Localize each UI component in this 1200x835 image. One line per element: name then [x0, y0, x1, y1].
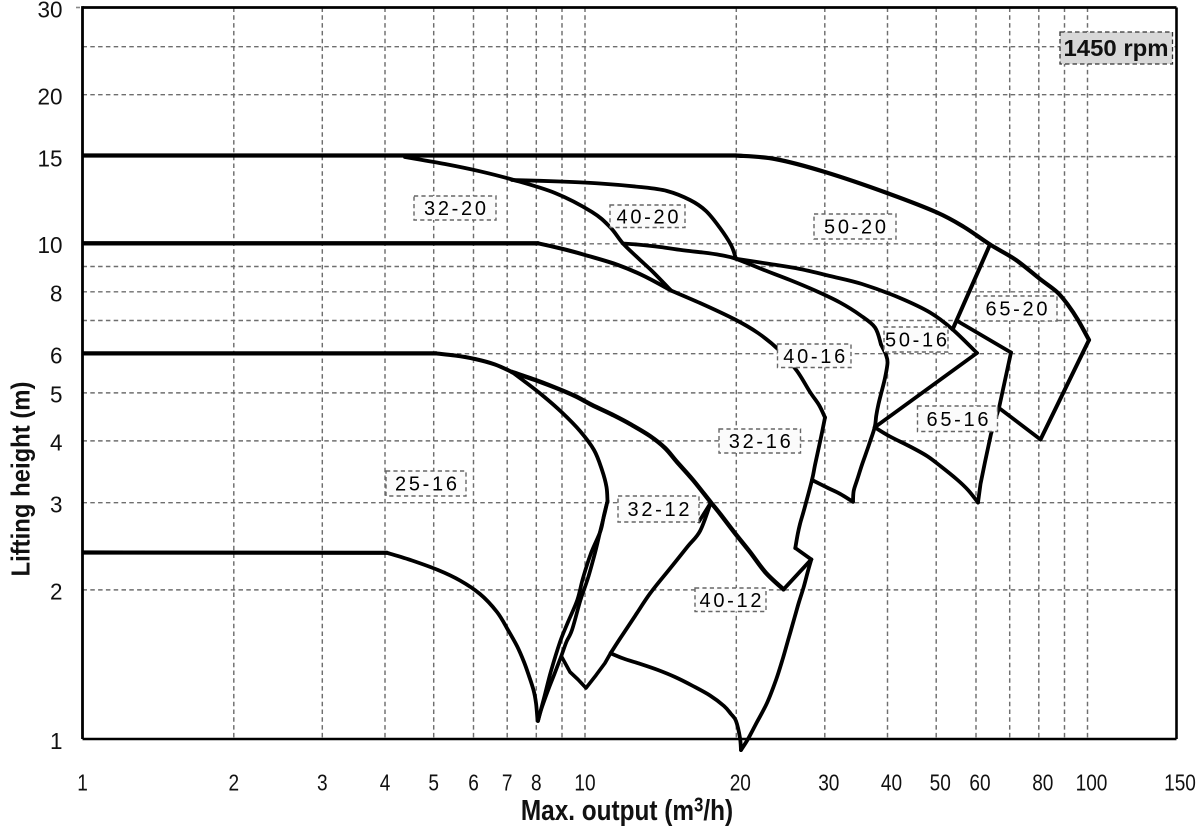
- svg-text:32-20: 32-20: [424, 198, 486, 220]
- svg-text:30: 30: [818, 770, 839, 796]
- svg-text:60: 60: [969, 770, 990, 796]
- svg-text:10: 10: [38, 232, 63, 258]
- svg-text:80: 80: [1032, 770, 1053, 796]
- svg-text:150: 150: [1164, 770, 1196, 796]
- svg-text:Max. output (m3/h): Max. output (m3/h): [521, 793, 733, 826]
- svg-text:5: 5: [428, 770, 439, 796]
- svg-text:20: 20: [730, 770, 751, 796]
- svg-text:25-16: 25-16: [395, 474, 457, 496]
- svg-text:8: 8: [531, 770, 542, 796]
- svg-text:2: 2: [229, 770, 240, 796]
- svg-text:65-20: 65-20: [986, 299, 1048, 321]
- svg-text:32-12: 32-12: [628, 499, 690, 521]
- svg-text:Lifting height (m): Lifting height (m): [6, 382, 36, 577]
- svg-text:40-16: 40-16: [783, 346, 845, 368]
- svg-text:32-16: 32-16: [729, 431, 791, 453]
- svg-text:3: 3: [317, 770, 328, 796]
- svg-text:1: 1: [50, 728, 63, 754]
- svg-text:3: 3: [50, 492, 63, 518]
- svg-text:50: 50: [930, 770, 951, 796]
- svg-text:10: 10: [574, 770, 595, 796]
- svg-text:5: 5: [50, 382, 63, 408]
- svg-text:1450 rpm: 1450 rpm: [1064, 35, 1169, 61]
- svg-text:30: 30: [38, 0, 63, 22]
- svg-text:7: 7: [502, 770, 513, 796]
- svg-text:4: 4: [50, 430, 63, 456]
- svg-text:6: 6: [468, 770, 479, 796]
- svg-text:8: 8: [50, 281, 63, 307]
- svg-text:20: 20: [38, 84, 63, 110]
- svg-text:40-20: 40-20: [617, 206, 679, 228]
- svg-text:100: 100: [1076, 770, 1108, 796]
- svg-text:65-16: 65-16: [927, 409, 989, 431]
- svg-text:40: 40: [881, 770, 902, 796]
- svg-text:1: 1: [77, 770, 88, 796]
- svg-text:4: 4: [380, 770, 391, 796]
- svg-text:50-20: 50-20: [824, 217, 886, 239]
- svg-text:50-16: 50-16: [885, 330, 947, 352]
- svg-text:40-12: 40-12: [700, 590, 762, 612]
- svg-text:6: 6: [50, 342, 63, 368]
- svg-text:15: 15: [38, 145, 63, 171]
- svg-text:2: 2: [50, 579, 63, 605]
